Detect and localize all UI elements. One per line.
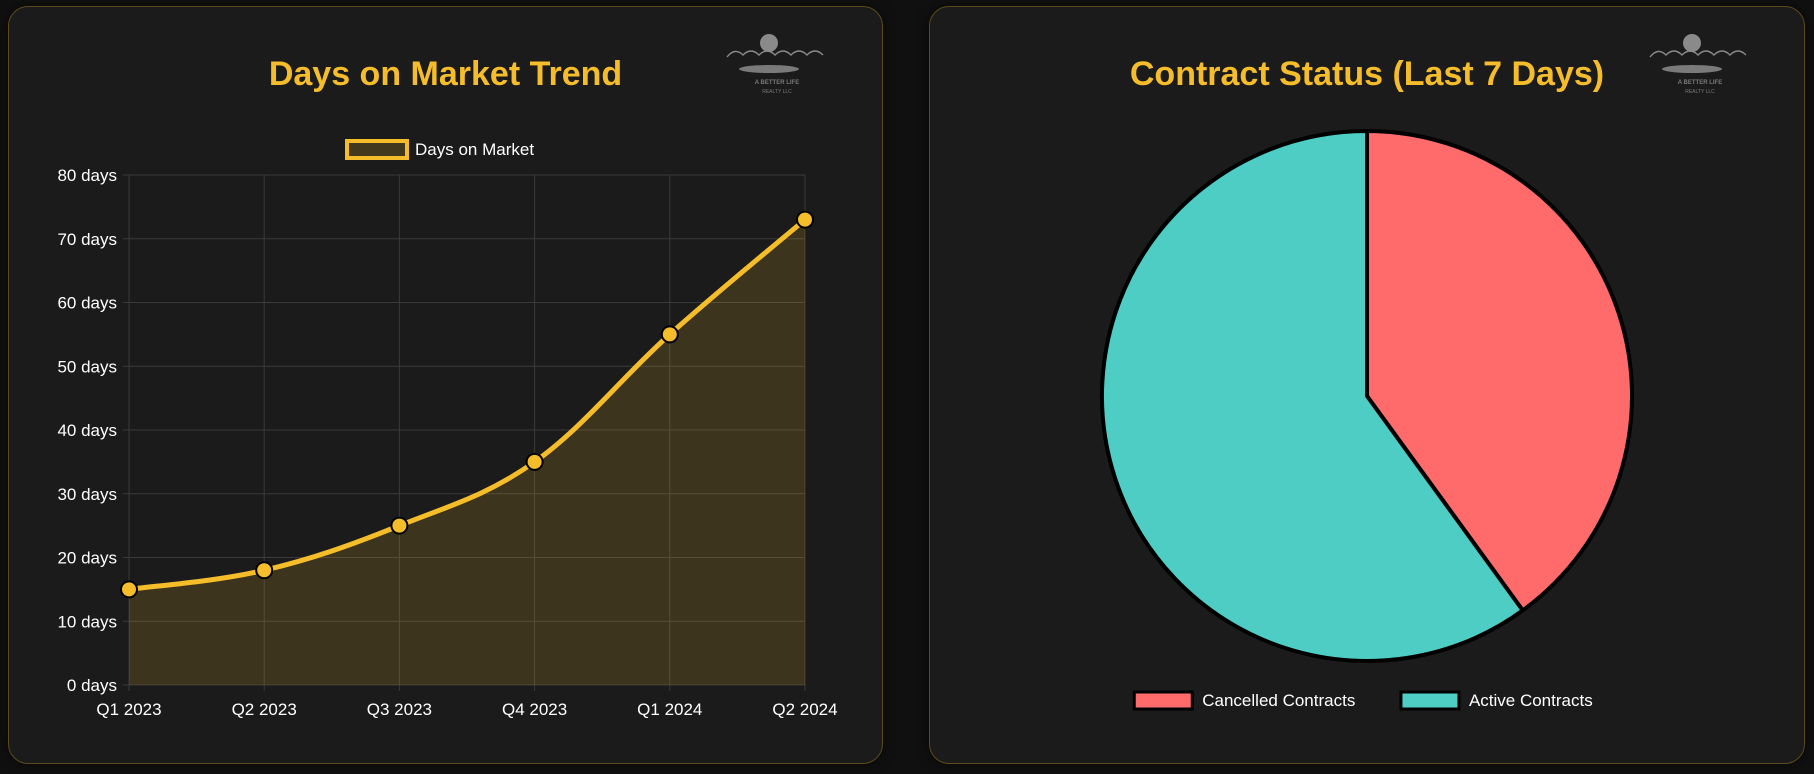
data-point (660, 325, 679, 344)
x-tick-label: Q1 2024 (637, 700, 702, 719)
logo-line2: REALTY LLC (1685, 89, 1715, 95)
data-point (120, 580, 138, 599)
series-area-fill (129, 219, 805, 685)
contract-status-card: Contract Status (Last 7 Days) A BETTER L… (929, 6, 1805, 764)
line-chart: Days on Market 0 days 10 days 20 days 30 day… (57, 139, 838, 719)
legend-label: Days on Market (415, 140, 534, 159)
logo-line1: A BETTER LIFE (1677, 80, 1723, 86)
y-tick-label: 10 days (57, 612, 117, 631)
data-point (796, 210, 814, 229)
y-tick-label: 20 days (57, 549, 117, 568)
legend-swatch (1132, 690, 1194, 711)
x-tick-label: Q2 2024 (772, 700, 837, 719)
company-logo: A BETTER LIFE REALTY LLC (725, 31, 829, 103)
logo-line2: REALTY LLC (762, 89, 792, 95)
legend-label: Cancelled Contracts (1202, 691, 1355, 710)
y-tick-label: 60 days (57, 294, 117, 313)
legend-label: Active Contracts (1469, 691, 1593, 710)
data-point (525, 452, 544, 471)
y-tick-label: 50 days (57, 357, 117, 376)
data-point (390, 516, 409, 535)
logo-line1: A BETTER LIFE (754, 80, 800, 86)
x-tick-label: Q2 2023 (232, 700, 297, 719)
pie-slice (1100, 129, 1525, 663)
y-tick-label: 0 days (67, 676, 117, 695)
y-tick-label: 30 days (57, 485, 117, 504)
days-on-market-card: Days on Market Trend A BETTER LIFE REALT… (8, 6, 883, 764)
x-tick-label: Q1 2023 (96, 700, 161, 719)
company-logo: A BETTER LIFE REALTY LLC (1648, 31, 1752, 103)
y-tick-label: 70 days (57, 230, 117, 249)
pie-chart-title: Contract Status (Last 7 Days) (1129, 55, 1605, 93)
logo-icon (726, 34, 824, 73)
y-tick-label: 40 days (57, 421, 117, 440)
data-point (255, 561, 274, 580)
logo-icon (1649, 34, 1747, 73)
legend-swatch (1399, 690, 1461, 711)
line-chart-title: Days on Market Trend (268, 55, 623, 93)
x-tick-label: Q3 2023 (367, 700, 432, 719)
x-tick-label: Q4 2023 (502, 700, 567, 719)
pie-chart: Cancelled Contracts Active Contracts (1100, 129, 1634, 711)
legend-swatch (345, 139, 409, 160)
y-tick-label: 80 days (57, 166, 117, 185)
pie-slice (1365, 129, 1634, 613)
